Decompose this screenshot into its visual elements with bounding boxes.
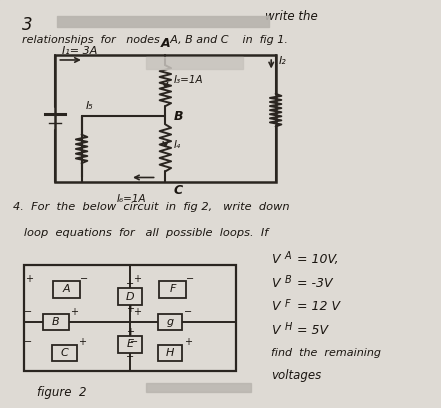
- Text: relationships  for   nodes   A, B and C    in  fig 1.: relationships for nodes A, B and C in fi…: [22, 35, 288, 45]
- Bar: [52, 344, 77, 361]
- Text: B: B: [284, 275, 291, 285]
- Text: g: g: [167, 317, 174, 327]
- Bar: [146, 383, 251, 392]
- Text: C: C: [173, 184, 183, 197]
- Bar: [53, 281, 80, 298]
- Text: −: −: [130, 337, 138, 348]
- Text: I₁= 3A: I₁= 3A: [62, 46, 97, 56]
- Bar: [159, 281, 186, 298]
- Bar: [24, 265, 236, 371]
- Text: +: +: [70, 307, 78, 317]
- Text: H: H: [166, 348, 175, 358]
- Text: −: −: [186, 274, 194, 284]
- Text: loop  equations  for   all  possible  loops.  If: loop equations for all possible loops. I…: [13, 228, 269, 239]
- Text: voltages: voltages: [271, 369, 321, 382]
- Text: B: B: [52, 317, 60, 327]
- Text: I₄: I₄: [173, 140, 180, 150]
- Text: I₅: I₅: [86, 101, 94, 111]
- Bar: [118, 336, 142, 353]
- Bar: [146, 57, 243, 69]
- Text: V: V: [271, 300, 280, 313]
- Text: +: +: [25, 274, 33, 284]
- Text: −: −: [184, 307, 192, 317]
- Text: = 5V: = 5V: [297, 324, 328, 337]
- Text: −: −: [24, 337, 32, 348]
- Text: +: +: [78, 337, 86, 348]
- Text: +: +: [184, 337, 192, 348]
- Text: +: +: [126, 304, 134, 314]
- Text: = -3V: = -3V: [297, 277, 332, 290]
- Text: V: V: [271, 277, 280, 290]
- Text: write the: write the: [265, 10, 318, 23]
- Text: B: B: [173, 110, 183, 123]
- Text: A: A: [284, 251, 291, 262]
- Text: I₃=1A: I₃=1A: [173, 75, 203, 84]
- Text: I₆=1A: I₆=1A: [117, 194, 146, 204]
- Text: = 10V,: = 10V,: [297, 253, 338, 266]
- Bar: [158, 344, 183, 361]
- Text: F: F: [169, 284, 176, 294]
- Bar: [158, 314, 183, 330]
- Text: A: A: [161, 37, 170, 50]
- Text: −: −: [126, 352, 134, 361]
- Text: −: −: [126, 279, 134, 289]
- Text: C: C: [60, 348, 68, 358]
- Text: I₂: I₂: [279, 56, 287, 66]
- Bar: [55, 55, 276, 182]
- Text: H: H: [284, 322, 292, 333]
- Text: +: +: [133, 274, 141, 284]
- Text: +: +: [126, 327, 134, 337]
- Text: A: A: [63, 284, 71, 294]
- Text: V: V: [271, 253, 280, 266]
- Text: 3: 3: [22, 16, 33, 34]
- Text: D: D: [126, 292, 135, 302]
- Text: V: V: [271, 324, 280, 337]
- Text: find  the  remaining: find the remaining: [271, 348, 381, 358]
- Text: 4.  For  the  below  circuit  in  fig 2,   write  down: 4. For the below circuit in fig 2, write…: [13, 202, 290, 212]
- Bar: [118, 288, 142, 305]
- Text: F: F: [284, 299, 290, 309]
- Bar: [57, 16, 269, 27]
- Text: = 12 V: = 12 V: [297, 300, 340, 313]
- Text: −: −: [80, 274, 88, 284]
- Text: −: −: [24, 307, 32, 317]
- Text: figure  2: figure 2: [37, 386, 87, 399]
- Text: +: +: [133, 307, 141, 317]
- Bar: [43, 314, 69, 330]
- Text: E: E: [127, 339, 134, 349]
